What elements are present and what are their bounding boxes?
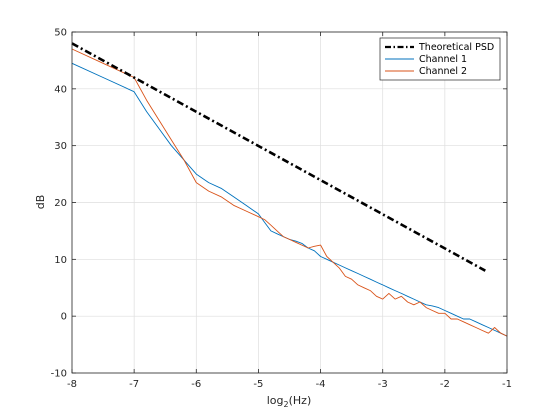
- y-tick-label: 10: [54, 255, 67, 266]
- legend-label-channel2: Channel 2: [419, 66, 467, 77]
- ticks: -8 -7 -6 -5 -4 -3 -2 -1 -10 0 10 20 30 40 50: [51, 28, 512, 391]
- series-channel-2: [71, 48, 508, 337]
- legend-label-channel1: Channel 1: [419, 54, 467, 65]
- y-tick-label: 0: [61, 312, 67, 323]
- x-tick-label: -8: [67, 379, 77, 390]
- series-layer: [71, 42, 508, 337]
- y-tick-label: 50: [54, 28, 67, 39]
- x-axis-label: log2(Hz): [267, 394, 312, 409]
- x-tick-label: -5: [253, 379, 263, 390]
- series-theoretical-psd: [71, 42, 486, 272]
- x-tick-label: -4: [316, 379, 326, 390]
- x-axis-label-main: log: [267, 394, 284, 407]
- x-tick-label: -2: [440, 379, 450, 390]
- y-tick-label: -10: [51, 369, 67, 380]
- legend: Theoretical PSD Channel 1 Channel 2: [379, 37, 501, 81]
- y-tick-label: 20: [54, 198, 67, 209]
- series-channel-1: [71, 62, 508, 337]
- x-axis-label-suffix: (Hz): [289, 394, 312, 407]
- x-tick-label: -3: [378, 379, 388, 390]
- y-tick-label: 30: [54, 141, 67, 152]
- x-tick-label: -6: [191, 379, 201, 390]
- x-axis-label-subscript: 2: [284, 400, 289, 409]
- y-tick-label: 40: [54, 84, 67, 95]
- legend-label-theoretical: Theoretical PSD: [418, 42, 494, 53]
- y-axis-label: dB: [34, 195, 47, 210]
- x-tick-label: -7: [129, 379, 139, 390]
- x-tick-label: -1: [502, 379, 512, 390]
